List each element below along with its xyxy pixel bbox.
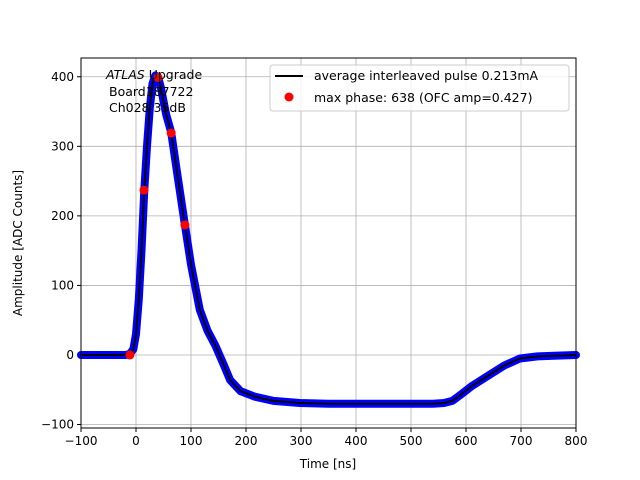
annotation-upgrade: Upgrade bbox=[145, 67, 203, 82]
max-phase-point bbox=[139, 185, 149, 195]
max-phase-point bbox=[125, 350, 135, 360]
x-tick-label: 800 bbox=[565, 434, 588, 448]
x-tick-label: 400 bbox=[345, 434, 368, 448]
x-tick-label: 300 bbox=[290, 434, 313, 448]
x-tick-label: 0 bbox=[132, 434, 140, 448]
legend-box bbox=[269, 64, 570, 112]
x-tick-label: 600 bbox=[455, 434, 478, 448]
annotation-atlas: ATLAS bbox=[105, 67, 145, 82]
x-tick-label: 200 bbox=[235, 434, 258, 448]
svg-text:ATLAS Upgrade: ATLAS Upgrade bbox=[105, 67, 202, 82]
x-tick-label: 500 bbox=[400, 434, 423, 448]
annotation-board: Board187722 bbox=[109, 84, 193, 99]
plot-frame bbox=[80, 57, 577, 429]
legend-entry-average: average interleaved pulse 0.213mA bbox=[314, 68, 539, 83]
y-axis: −100 0 100 200 300 400 bbox=[41, 70, 81, 432]
legend-dot-marker bbox=[284, 92, 294, 102]
legend-entry-max-phase: max phase: 638 (OFC amp=0.427) bbox=[314, 90, 532, 105]
x-tick-label: 700 bbox=[510, 434, 533, 448]
y-tick-label: 200 bbox=[51, 209, 74, 223]
x-axis: −100 0 100 200 300 400 500 600 700 800 bbox=[65, 428, 588, 448]
max-phase-point bbox=[180, 220, 190, 230]
y-tick-label: −100 bbox=[41, 418, 74, 432]
grid bbox=[80, 58, 577, 428]
y-tick-label: 100 bbox=[51, 278, 74, 292]
average-pulse-line bbox=[81, 74, 577, 405]
y-axis-label: Amplitude [ADC Counts] bbox=[11, 170, 25, 316]
plot-series bbox=[77, 71, 580, 408]
annotation: ATLAS Upgrade Board187722 Ch028 35dB bbox=[105, 67, 202, 115]
y-tick-label: 300 bbox=[51, 139, 74, 153]
x-tick-label: 100 bbox=[180, 434, 203, 448]
y-tick-label: 400 bbox=[51, 70, 74, 84]
max-phase-point bbox=[166, 128, 176, 138]
legend: average interleaved pulse 0.213mA max ph… bbox=[269, 64, 570, 112]
x-axis-label: Time [ns] bbox=[299, 457, 356, 471]
data-band-blue bbox=[77, 71, 580, 408]
max-phase-point bbox=[153, 72, 163, 82]
annotation-channel: Ch028 35dB bbox=[109, 100, 186, 115]
y-tick-label: 0 bbox=[66, 348, 74, 362]
x-tick-label: −100 bbox=[65, 434, 98, 448]
